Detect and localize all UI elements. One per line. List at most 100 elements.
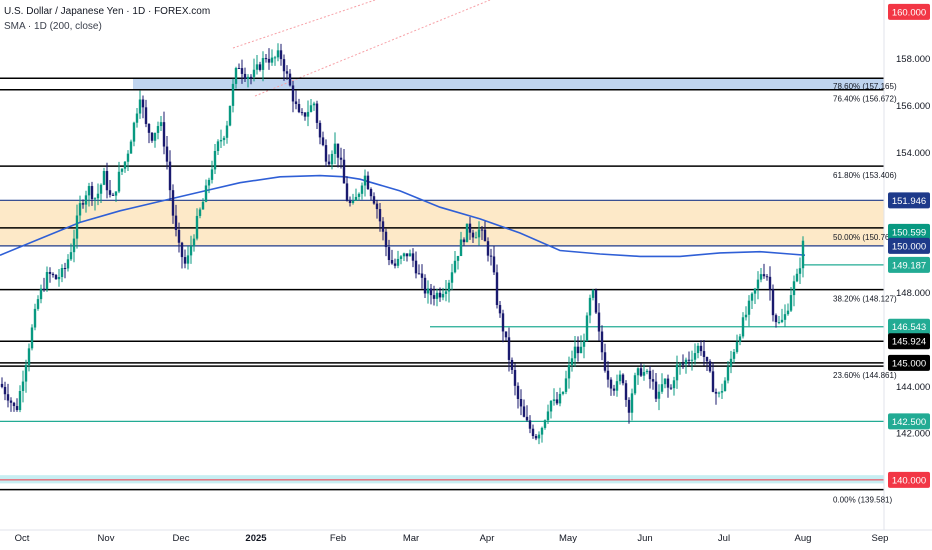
candle	[741, 312, 745, 339]
candle	[435, 288, 439, 307]
candle-body	[378, 209, 382, 222]
candle	[765, 273, 769, 281]
candle	[210, 160, 214, 184]
candle	[777, 315, 781, 325]
candle	[75, 204, 79, 249]
candle-body	[480, 229, 484, 231]
candle-body	[168, 161, 172, 191]
candle	[33, 303, 37, 331]
candle-body	[72, 238, 76, 253]
candle-body	[195, 215, 199, 239]
candle	[312, 101, 316, 111]
candle	[750, 292, 754, 309]
candle	[105, 162, 109, 199]
candle	[615, 374, 619, 397]
candle	[528, 415, 532, 434]
candle	[636, 367, 640, 385]
candle-body	[747, 300, 751, 315]
candle-body	[345, 183, 349, 201]
candle	[261, 51, 265, 82]
candle	[663, 378, 667, 389]
candle	[348, 196, 352, 207]
candle	[543, 419, 547, 430]
candle	[723, 377, 727, 392]
candle-body	[174, 215, 178, 231]
candle-body	[660, 384, 664, 392]
candle-body	[369, 189, 373, 197]
candle-body	[528, 420, 532, 429]
candle-body	[432, 295, 436, 299]
candle	[630, 388, 634, 421]
candle	[687, 351, 691, 367]
candle-body	[417, 273, 421, 275]
candle	[276, 43, 280, 62]
candle-body	[567, 364, 571, 379]
candle	[726, 360, 730, 384]
candle	[657, 384, 661, 411]
candle	[798, 257, 802, 284]
candle	[186, 246, 190, 270]
candle	[393, 258, 397, 269]
candle-body	[342, 159, 346, 184]
candle-body	[699, 345, 703, 352]
candle	[390, 249, 394, 265]
candle-body	[18, 391, 22, 411]
candle	[285, 65, 289, 80]
candle-body	[609, 379, 613, 389]
candle-body	[387, 247, 391, 261]
candle	[399, 255, 403, 265]
y-tick-label: 142.000	[896, 429, 930, 440]
candle-body	[621, 374, 625, 384]
candle	[3, 381, 7, 401]
candle-body	[126, 153, 130, 162]
candle-body	[114, 191, 118, 196]
candle-body	[723, 380, 727, 392]
candle-body	[66, 259, 70, 269]
candle	[156, 121, 160, 140]
candle	[66, 254, 70, 272]
candle-body	[492, 256, 496, 273]
candle-body	[318, 122, 322, 138]
candle-body	[285, 71, 289, 74]
candle	[492, 246, 496, 276]
candle-body	[204, 185, 208, 202]
price-label: 145.000	[888, 354, 930, 371]
candle	[753, 287, 757, 304]
candle	[84, 190, 88, 213]
candle-body	[477, 229, 481, 238]
candle	[207, 177, 211, 194]
candle	[588, 294, 592, 324]
candle-body	[327, 161, 331, 165]
candle-body	[453, 260, 457, 273]
candle	[15, 398, 19, 412]
candle-body	[705, 356, 709, 362]
candle-body	[603, 352, 607, 371]
price-label-bg	[888, 471, 930, 488]
candle-body	[549, 400, 553, 412]
candle	[771, 284, 775, 322]
candle	[333, 132, 337, 165]
candle	[555, 392, 559, 406]
candle-body	[306, 111, 310, 117]
candle-body	[627, 399, 631, 413]
x-tick-label: Jul	[718, 533, 730, 544]
candle-body	[471, 232, 475, 238]
candle-body	[366, 175, 370, 190]
candle	[234, 66, 238, 89]
candle	[336, 143, 340, 168]
candle	[507, 327, 511, 372]
candle-body	[558, 393, 562, 404]
candle	[552, 388, 556, 406]
candle	[606, 361, 610, 388]
candle-body	[234, 68, 238, 84]
candle-body	[672, 380, 676, 389]
candle	[342, 149, 346, 184]
candle-body	[510, 359, 514, 370]
price-label-text: 145.924	[892, 337, 926, 348]
price-label-bg	[888, 223, 930, 240]
candle	[621, 373, 625, 386]
candle	[213, 143, 217, 175]
candle	[633, 372, 637, 396]
candle	[171, 184, 175, 224]
